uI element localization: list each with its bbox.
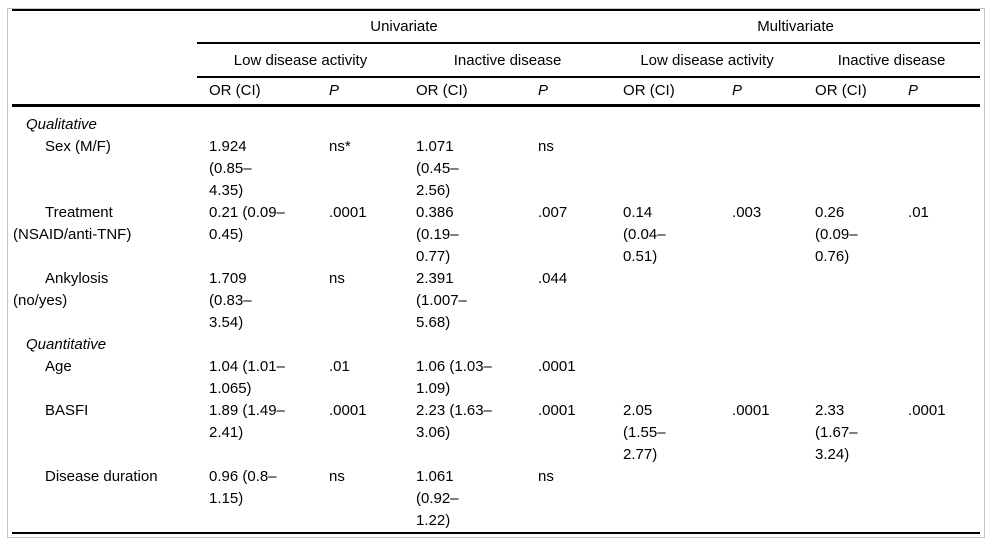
or-ci-cell [803,466,896,533]
or-ci-cell [611,356,720,400]
or-ci-cell: 2.391 (1.007– 5.68) [416,269,467,331]
or-ci-cell [803,136,896,202]
or-ci-cell: 1.04 (1.01– 1.065) [209,357,285,397]
p-value-cell: .003 [732,203,762,221]
header-spacer [12,43,197,77]
or-ci-cell: 1.06 (1.03– 1.09) [416,357,492,397]
section-label: Quantitative [26,335,107,353]
or-ci-cell: 1.89 (1.49– 2.41) [209,401,285,441]
p-value-cell: ns [538,467,554,485]
p-value-cell [896,268,980,334]
p-value-cell: .007 [538,203,568,221]
p-value-cell: .0001 [732,401,770,419]
p-value-cell [720,466,803,533]
p-value-cell: ns* [329,137,351,155]
or-ci-cell: 0.386 (0.19– 0.77) [416,203,459,265]
header-spacer [12,9,197,43]
p-value-cell: .01 [329,357,350,375]
p-value-cell: ns [329,269,345,287]
p-value-cell: ns [329,467,345,485]
p-value-cell: .0001 [908,401,946,419]
section-label: Qualitative [26,115,97,133]
or-ci-cell: 2.23 (1.63– 3.06) [416,401,492,441]
or-ci-cell [803,356,896,400]
table-row-ankylosis: Ankylosis (no/yes) 1.709 (0.83– 3.54) ns… [12,268,980,334]
or-ci-cell: 0.14 (0.04– 0.51) [623,203,666,265]
section-row-qualitative: Qualitative [12,105,980,136]
p-value-cell: .0001 [329,401,367,419]
p-value-cell: .044 [538,269,568,287]
or-ci-cell: 1.061 (0.92– 1.22) [416,467,459,529]
disease-state-header-row: Low disease activity Inactive disease Lo… [12,43,981,78]
row-label: Disease duration [45,467,158,485]
or-ci-cell: 1.071 (0.45– 2.56) [416,137,459,199]
p-column-header: P [896,77,981,107]
p-value-cell: .0001 [329,203,367,221]
p-value-cell [720,356,803,400]
or-ci-cell [611,268,720,334]
row-label: Ankylosis (no/yes) [13,269,109,309]
or-ci-cell [611,136,720,202]
p-value-cell: ns [538,137,554,155]
or-ci-cell: 2.33 (1.67– 3.24) [815,401,858,463]
multi-inactive-disease-header: Inactive disease [803,43,981,78]
multi-low-disease-activity-header: Low disease activity [611,43,804,78]
or-ci-cell [611,466,720,533]
multivariate-header: Multivariate [611,9,981,44]
row-label: Age [45,357,72,375]
or-ci-cell: 1.709 (0.83– 3.54) [209,269,252,331]
table-row-basfi: BASFI 1.89 (1.49– 2.41) .0001 2.23 (1.63… [12,400,980,466]
univariate-header: Univariate [197,9,612,44]
p-value-cell [896,136,980,202]
table-frame: Univariate Multivariate Low disease acti… [7,8,985,538]
row-label: Treatment (NSAID/anti-TNF) [13,203,132,243]
p-value-cell [720,136,803,202]
p-column-header: P [317,77,404,107]
table-row-disease-duration: Disease duration 0.96 (0.8– 1.15) ns 1.0… [12,466,980,533]
p-value-cell: .0001 [538,357,576,375]
or-ci-column-header: OR (CI) [197,77,317,107]
p-column-header: P [720,77,804,107]
table-row-sex: Sex (M/F) 1.924 (0.85– 4.35) ns* 1.071 (… [12,136,980,202]
or-ci-cell [803,268,896,334]
p-value-cell [720,268,803,334]
or-ci-cell: 0.26 (0.09– 0.76) [815,203,858,265]
uni-inactive-disease-header: Inactive disease [404,43,612,78]
analysis-group-header-row: Univariate Multivariate [12,9,981,44]
or-ci-column-header: OR (CI) [611,77,721,107]
or-ci-column-header: OR (CI) [803,77,897,107]
p-value-cell [896,356,980,400]
p-value-cell: .0001 [538,401,576,419]
column-header-row: OR (CI) P OR (CI) P OR (CI) P OR (CI) P [12,77,981,107]
section-row-quantitative: Quantitative [12,334,980,356]
or-ci-cell: 2.05 (1.55– 2.77) [623,401,666,463]
header-spacer [12,77,197,107]
row-label: BASFI [45,401,89,419]
p-value-cell: .01 [908,203,929,221]
p-value-cell [896,466,980,533]
table-row-age: Age 1.04 (1.01– 1.065) .01 1.06 (1.03– 1… [12,356,980,400]
results-table: Univariate Multivariate Low disease acti… [12,9,981,534]
or-ci-column-header: OR (CI) [404,77,526,107]
uni-low-disease-activity-header: Low disease activity [197,43,404,78]
or-ci-cell: 0.21 (0.09– 0.45) [209,203,285,243]
or-ci-cell: 1.924 (0.85– 4.35) [209,137,252,199]
table-row-treatment: Treatment (NSAID/anti-TNF) 0.21 (0.09– 0… [12,202,980,268]
or-ci-cell: 0.96 (0.8– 1.15) [209,467,277,507]
p-column-header: P [526,77,612,107]
row-label: Sex (M/F) [45,137,111,155]
